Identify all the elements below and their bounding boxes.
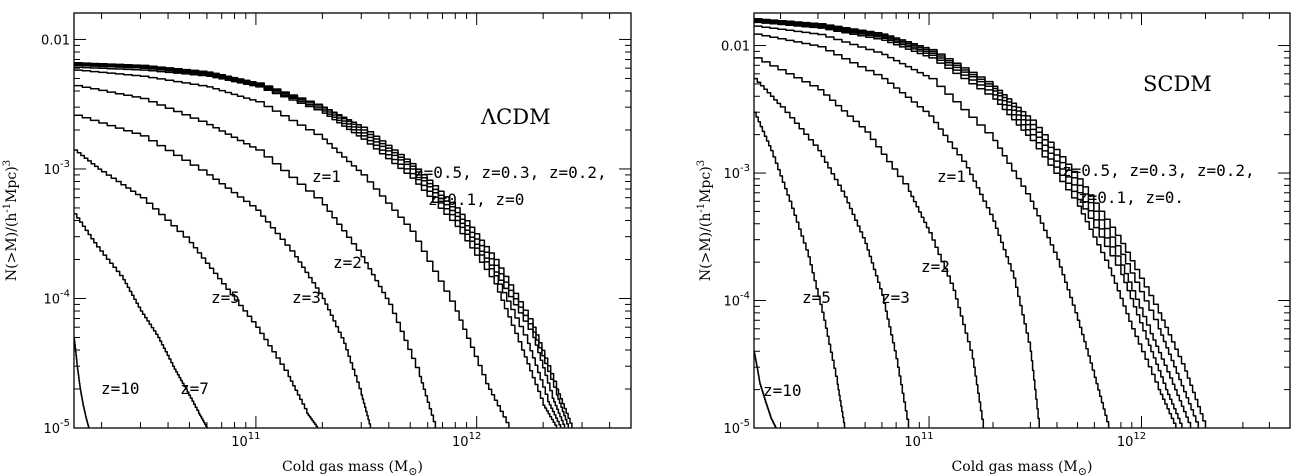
series-line-4 bbox=[754, 21, 1177, 428]
series-line-9 bbox=[754, 111, 846, 428]
y-tick-label: 0.01 bbox=[721, 40, 750, 55]
series-line-8 bbox=[74, 149, 319, 428]
series-line-6 bbox=[74, 84, 437, 428]
y-tick-label: 10-4 bbox=[43, 288, 70, 307]
redshift-annotation: z=3 bbox=[881, 288, 910, 307]
redshift-annotation: z=1 bbox=[937, 167, 966, 186]
series-line-5 bbox=[74, 69, 510, 428]
redshift-annotation: z=2 bbox=[921, 257, 950, 276]
plot-frame bbox=[753, 12, 1291, 429]
y-axis-label: N(>M)/(h-1Mpc)3 bbox=[2, 160, 20, 281]
x-tick-label: 1012 bbox=[452, 431, 481, 450]
x-tick-label: 1011 bbox=[904, 431, 933, 450]
series-line-1 bbox=[754, 18, 1200, 428]
y-tick-label: 10-4 bbox=[723, 291, 750, 310]
x-axis-label: Cold gas mass (M⊙) bbox=[952, 459, 1093, 476]
series-line-9 bbox=[74, 213, 208, 428]
series-line-3 bbox=[754, 20, 1183, 428]
y-tick-label: 10-3 bbox=[723, 163, 750, 182]
redshift-annotation: z=10 bbox=[101, 379, 140, 398]
redshift-annotation: z=1 bbox=[312, 167, 341, 186]
redshift-annotation: z=0.5, z=0.3, z=0.2, bbox=[1062, 161, 1255, 180]
model-label: ΛCDM bbox=[480, 105, 551, 129]
series-line-10 bbox=[754, 350, 777, 428]
redshift-annotation: z=2 bbox=[333, 253, 362, 272]
redshift-annotation: z=0.1, z=0 bbox=[428, 190, 524, 209]
series-line-6 bbox=[754, 33, 1040, 428]
x-axis-label: Cold gas mass (M⊙) bbox=[282, 459, 423, 476]
redshift-annotation: z=10 bbox=[763, 381, 802, 400]
series-line-5 bbox=[754, 25, 1110, 428]
series-line-10 bbox=[74, 336, 90, 428]
series-line-7 bbox=[74, 114, 372, 428]
series-line-0 bbox=[754, 18, 1207, 428]
y-tick-label: 0.01 bbox=[41, 33, 70, 48]
redshift-annotation: z=7 bbox=[180, 379, 209, 398]
model-label: SCDM bbox=[1143, 72, 1212, 96]
series-line-7 bbox=[754, 57, 985, 428]
x-tick-label: 1012 bbox=[1117, 431, 1146, 450]
redshift-annotation: z=0.1, z=0. bbox=[1078, 188, 1184, 207]
series-line-8 bbox=[754, 77, 910, 428]
redshift-annotation: z=5 bbox=[211, 288, 240, 307]
y-tick-label: 10-5 bbox=[43, 418, 70, 437]
redshift-annotation: z=3 bbox=[292, 288, 321, 307]
y-tick-label: 10-5 bbox=[723, 418, 750, 437]
x-tick-label: 1011 bbox=[231, 431, 260, 450]
y-axis-label: N(>M)/(h-1Mpc)3 bbox=[696, 160, 714, 281]
series-line-2 bbox=[754, 19, 1192, 428]
redshift-annotation: z=0.5, z=0.3, z=0.2, bbox=[414, 163, 607, 182]
y-tick-label: 10-3 bbox=[43, 159, 70, 178]
redshift-annotation: z=5 bbox=[802, 288, 831, 307]
panel-lcdm: 1011 1012 0.01 10-3 10-4 10-5 Cold gas mass (M… bbox=[2, 12, 632, 476]
panel-scdm: 1011 1012 0.01 10-3 10-4 10-5 Cold gas mass (M… bbox=[696, 12, 1291, 476]
series-line-4 bbox=[74, 66, 558, 428]
